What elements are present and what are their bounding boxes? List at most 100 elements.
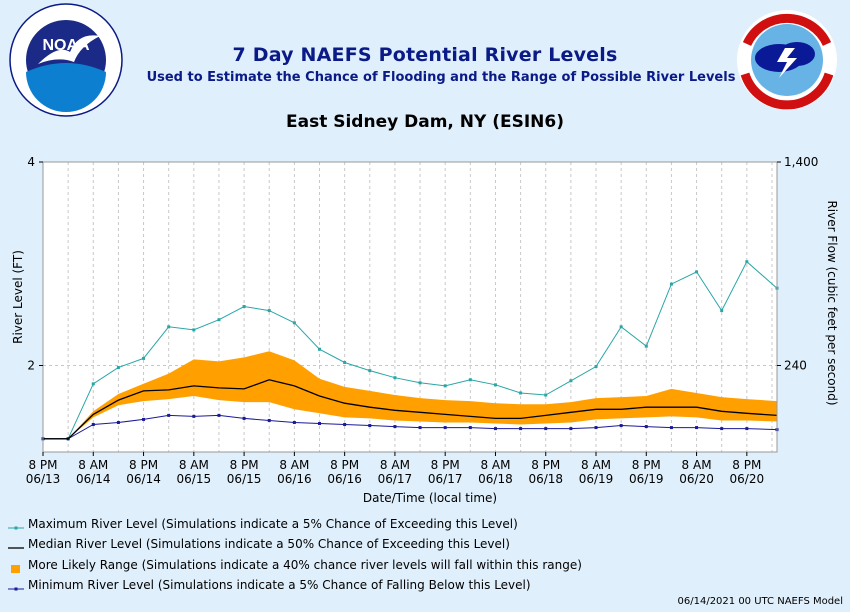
- max-level-point: [368, 369, 372, 373]
- x-tick-label-time: 8 AM: [380, 458, 410, 472]
- model-footer: 06/14/2021 00 UTC NAEFS Model: [677, 596, 844, 607]
- x-tick-label-date: 06/17: [378, 472, 413, 486]
- station-name: East Sidney Dam, NY (ESIN6): [285, 112, 565, 132]
- max-level-point: [418, 381, 422, 385]
- x-tick-label-date: 06/19: [629, 472, 664, 486]
- y2-axis-title: River Flow (cubic feet per second): [825, 200, 839, 405]
- min-level-point: [594, 426, 598, 430]
- min-level-point: [745, 427, 749, 431]
- max-level-point: [644, 344, 648, 348]
- min-level-point: [167, 413, 171, 417]
- legend-item-min: Minimum River Level (Simulations indicat…: [8, 575, 582, 595]
- min-level-point: [644, 425, 648, 429]
- legend-symbol-max: [8, 519, 24, 530]
- x-tick-label-time: 8 PM: [330, 458, 359, 472]
- max-level-point: [695, 270, 699, 274]
- max-level-point: [217, 318, 221, 322]
- min-level-point: [619, 424, 623, 428]
- min-level-point: [116, 420, 120, 424]
- min-level-point: [418, 426, 422, 430]
- min-level-point: [192, 414, 196, 418]
- min-level-point: [493, 427, 497, 431]
- more-likely-range-band: [43, 351, 777, 439]
- max-level-point: [544, 393, 548, 397]
- min-level-point: [569, 427, 573, 431]
- max-level-point: [242, 304, 246, 308]
- max-level-point: [142, 356, 146, 360]
- min-level-point: [292, 420, 296, 424]
- x-tick-label-date: 06/18: [528, 472, 563, 486]
- max-level-point: [493, 383, 497, 387]
- nws-logo: [737, 10, 837, 110]
- min-level-point: [217, 413, 221, 417]
- max-level-point: [292, 321, 296, 325]
- max-level-line: [43, 260, 778, 440]
- min-level-point: [343, 423, 347, 427]
- max-level-point: [393, 376, 397, 380]
- x-tick-label-date: 06/16: [277, 472, 312, 486]
- y-tick-label: 4: [27, 155, 35, 169]
- legend-item-range: More Likely Range (Simulations indicate …: [8, 555, 582, 575]
- x-tick-label-time: 8 AM: [279, 458, 309, 472]
- max-level-point: [619, 325, 623, 329]
- x-tick-label-time: 8 PM: [431, 458, 460, 472]
- x-tick-label-date: 06/20: [679, 472, 714, 486]
- max-level-point: [669, 282, 673, 286]
- min-level-point: [544, 427, 548, 431]
- max-level-point: [720, 309, 724, 313]
- max-level-point: [443, 384, 447, 388]
- y-tick-label: 2: [27, 359, 35, 373]
- max-level-point: [116, 366, 120, 370]
- max-level-point: [594, 365, 598, 369]
- x-tick-label-time: 8 AM: [480, 458, 510, 472]
- max-level-point: [192, 328, 196, 332]
- min-level-line: [43, 414, 778, 440]
- legend-label-min: Minimum River Level (Simulations indicat…: [28, 577, 531, 592]
- max-level-point: [519, 391, 523, 395]
- min-level-point: [720, 427, 724, 431]
- min-level-point: [242, 416, 246, 420]
- x-tick-label-date: 06/19: [579, 472, 614, 486]
- chart-legend: Maximum River Level (Simulations indicat…: [8, 514, 582, 595]
- y2-tick-label: 240: [784, 359, 807, 373]
- legend-symbol-median: [8, 539, 24, 550]
- legend-label-range: More Likely Range (Simulations indicate …: [28, 557, 582, 572]
- min-level-point: [142, 417, 146, 421]
- min-level-point: [468, 426, 472, 430]
- x-tick-label-time: 8 AM: [682, 458, 712, 472]
- chart-title: 7 Day NAEFS Potential River Levels: [232, 44, 618, 66]
- legend-label-max: Maximum River Level (Simulations indicat…: [28, 517, 518, 531]
- x-axis-title: Date/Time (local time): [363, 491, 497, 505]
- x-tick-label-date: 06/14: [76, 472, 111, 486]
- min-level-point: [368, 424, 372, 428]
- min-level-point: [91, 423, 95, 427]
- min-level-point: [519, 427, 523, 431]
- x-tick-label-time: 8 AM: [179, 458, 209, 472]
- y-axis-title: River Level (FT): [11, 250, 25, 344]
- legend-item-max: Maximum River Level (Simulations indicat…: [8, 514, 582, 534]
- noaa-logo: NOAA: [9, 3, 123, 117]
- max-level-point: [91, 382, 95, 386]
- x-tick-label-time: 8 PM: [732, 458, 761, 472]
- x-tick-label-date: 06/16: [327, 472, 362, 486]
- min-level-point: [695, 426, 699, 430]
- min-level-point: [393, 425, 397, 429]
- max-level-point: [343, 360, 347, 364]
- max-level-point: [745, 260, 749, 264]
- legend-item-median: Median River Level (Simulations indicate…: [8, 534, 582, 554]
- min-level-point: [669, 426, 673, 430]
- noaa-wordmark: NOAA: [42, 37, 90, 54]
- legend-symbol-min: [8, 580, 24, 591]
- max-level-point: [569, 379, 573, 383]
- legend-symbol-range: [8, 560, 24, 573]
- y2-tick-label: 1,400: [784, 155, 818, 169]
- x-tick-label-date: 06/14: [126, 472, 161, 486]
- x-tick-label-date: 06/17: [428, 472, 463, 486]
- min-level-point: [318, 422, 322, 426]
- max-level-point: [167, 325, 171, 329]
- x-tick-label-time: 8 AM: [78, 458, 108, 472]
- x-tick-label-date: 06/15: [177, 472, 212, 486]
- min-level-point: [267, 418, 271, 422]
- max-level-point: [318, 347, 322, 351]
